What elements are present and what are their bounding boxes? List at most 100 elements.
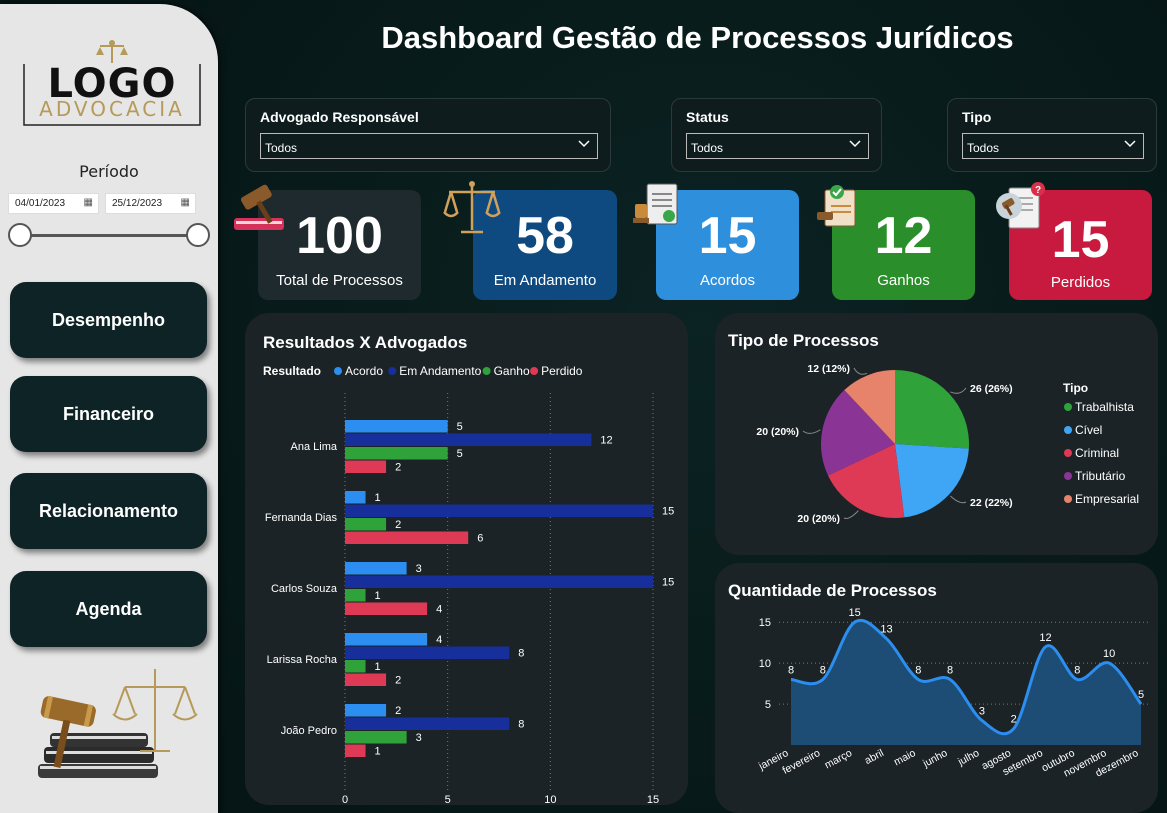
data-label: 6 [477, 533, 483, 545]
category-label: Carlos Souza [271, 583, 338, 595]
contract-stamp-icon [633, 183, 678, 225]
legend-label: Acordo [345, 364, 383, 378]
bar [345, 518, 387, 531]
nav-desempenho-button[interactable]: Desempenho [10, 282, 207, 358]
data-label: 12 [600, 435, 612, 447]
kpi-total-value: 100 [296, 207, 383, 265]
chevron-down-icon[interactable] [1123, 137, 1137, 151]
chevron-down-icon[interactable] [848, 137, 862, 151]
filter-tipo-dropdown[interactable]: Todos [962, 133, 1144, 159]
bar [345, 589, 366, 602]
kpi-acordos: 15 Acordos [656, 190, 799, 300]
legend-title: Tipo [1063, 381, 1088, 395]
pie-slice [828, 444, 905, 518]
kpi-total-label: Total de Processos [276, 272, 403, 289]
svg-text:?: ? [1035, 185, 1041, 196]
bar [345, 646, 510, 659]
period-slider-end-handle[interactable] [186, 223, 210, 247]
x-tick-label: 15 [647, 794, 659, 805]
data-label: 1 [375, 492, 381, 504]
nav-relacionamento-button[interactable]: Relacionamento [10, 473, 207, 549]
logo-frame-icon [23, 40, 201, 126]
bar [345, 673, 387, 686]
area-fill [791, 620, 1141, 745]
y-tick-label: 5 [765, 699, 771, 711]
gavel-scales-illustration-icon [38, 669, 198, 778]
x-tick-label: maio [892, 747, 918, 768]
filter-tipo-label: Tipo [962, 109, 992, 125]
certificate-gavel-icon [817, 185, 856, 227]
kpi-ganhos-label: Ganhos [877, 272, 930, 289]
bar [345, 660, 366, 673]
nav-financeiro-button[interactable]: Financeiro [10, 376, 207, 452]
data-label: 13 [880, 624, 892, 636]
date-end-input[interactable]: 25/12/2023 ▦ [105, 193, 196, 214]
bar [345, 704, 387, 717]
data-label: 12 [1039, 632, 1051, 644]
x-tick-label: março [823, 747, 855, 771]
data-label: 3 [416, 563, 422, 575]
filter-advogado-panel: Advogado Responsável Todos [245, 98, 611, 172]
category-label: Fernanda Dias [265, 512, 338, 524]
bar [345, 433, 592, 446]
data-label: 1 [375, 590, 381, 602]
logo: LOGO ADVOCACIA [22, 39, 202, 129]
series-line [790, 619, 1143, 736]
data-label: 5 [457, 421, 463, 433]
x-tick-label: 10 [544, 794, 556, 805]
legend-label: Em Andamento [399, 364, 481, 378]
pie-data-label: 26 (26%) [970, 383, 1013, 395]
period-slider-track[interactable] [20, 234, 198, 237]
data-label: 8 [788, 665, 794, 677]
data-label: 8 [915, 665, 921, 677]
data-label: 15 [849, 607, 861, 619]
date-start-value: 04/01/2023 [15, 198, 66, 209]
date-start-input[interactable]: 04/01/2023 ▦ [8, 193, 99, 214]
pie-data-label: 12 (12%) [807, 363, 850, 375]
pie-leader-line [802, 429, 821, 434]
kpi-perdidos-label: Perdidos [1050, 274, 1111, 291]
y-tick-label: 10 [759, 658, 771, 670]
pie-slice [895, 370, 969, 449]
category-label: Ana Lima [291, 441, 338, 453]
chevron-down-icon[interactable] [577, 137, 591, 151]
data-label: 8 [1074, 665, 1080, 677]
nav-agenda-button[interactable]: Agenda [10, 571, 207, 647]
bar [345, 744, 366, 757]
pie-chart: 26 (26%) 22 (22%) 20 (20%) 20 (20%) 12 (12%)… [756, 363, 1139, 525]
data-label: 8 [518, 648, 524, 660]
legend-marker [1064, 472, 1072, 480]
period-slider-start-handle[interactable] [8, 223, 32, 247]
category-label: João Pedro [281, 725, 337, 737]
legend-marker [334, 367, 342, 375]
kpi-ganhos: 12 Ganhos [832, 190, 975, 300]
calendar-icon[interactable]: ▦ [180, 197, 190, 208]
data-label: 4 [436, 604, 442, 616]
legend-label: Perdido [541, 364, 583, 378]
filter-tipo-value: Todos [967, 141, 1000, 155]
bar-chart-title: Resultados X Advogados [263, 333, 468, 352]
legend-marker [1064, 495, 1072, 503]
legend-marker [1064, 449, 1072, 457]
pie-data-label: 22 (22%) [970, 497, 1013, 509]
pie-slice [844, 370, 895, 444]
legend-marker [482, 367, 491, 375]
legend-label: Criminal [1075, 446, 1119, 460]
calendar-icon[interactable]: ▦ [83, 197, 93, 208]
filter-status-dropdown[interactable]: Todos [686, 133, 869, 159]
legend-marker [530, 367, 539, 375]
legend-label: Tributário [1075, 469, 1126, 483]
bar [345, 633, 428, 646]
filter-advogado-dropdown[interactable]: Todos [260, 133, 598, 159]
filter-advogado-value: Todos [265, 141, 298, 155]
data-label: 8 [518, 719, 524, 731]
data-label: 10 [1103, 648, 1115, 660]
kpi-ganhos-value: 12 [874, 207, 933, 265]
bar [345, 491, 366, 504]
period-label: Período [79, 162, 139, 181]
kpi-andamento-label: Em Andamento [493, 272, 597, 289]
bar [345, 531, 469, 544]
bar [345, 717, 510, 730]
line-chart-card: Quantidade de Processos 5 10 15 8 8 15 13 8 8 3 2 1… [715, 563, 1158, 813]
